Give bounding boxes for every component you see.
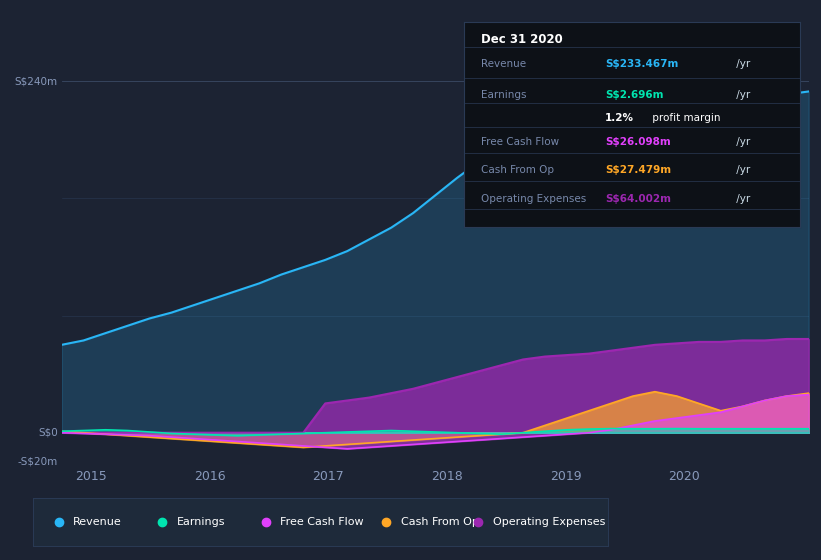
Text: Earnings: Earnings [177,517,225,527]
Text: 1.2%: 1.2% [605,113,635,123]
Text: S$233.467m: S$233.467m [605,59,679,69]
Text: Cash From Op: Cash From Op [401,517,479,527]
Text: -S$20m: -S$20m [17,457,57,467]
Text: S$27.479m: S$27.479m [605,166,672,175]
Text: Free Cash Flow: Free Cash Flow [280,517,364,527]
Text: /yr: /yr [733,166,750,175]
Text: Revenue: Revenue [481,59,525,69]
Text: S$26.098m: S$26.098m [605,137,671,147]
Text: Dec 31 2020: Dec 31 2020 [481,32,562,45]
Text: S$64.002m: S$64.002m [605,194,672,204]
Text: Free Cash Flow: Free Cash Flow [481,137,559,147]
Text: S$240m: S$240m [15,76,57,86]
Text: Revenue: Revenue [73,517,122,527]
Text: Earnings: Earnings [481,90,526,100]
Text: Operating Expenses: Operating Expenses [481,194,586,204]
Text: /yr: /yr [733,137,750,147]
Text: Operating Expenses: Operating Expenses [493,517,605,527]
Text: S$0: S$0 [38,428,57,438]
Text: S$2.696m: S$2.696m [605,90,663,100]
Text: Cash From Op: Cash From Op [481,166,553,175]
Text: profit margin: profit margin [649,113,721,123]
Text: /yr: /yr [733,194,750,204]
Text: /yr: /yr [733,59,750,69]
Text: /yr: /yr [733,90,750,100]
